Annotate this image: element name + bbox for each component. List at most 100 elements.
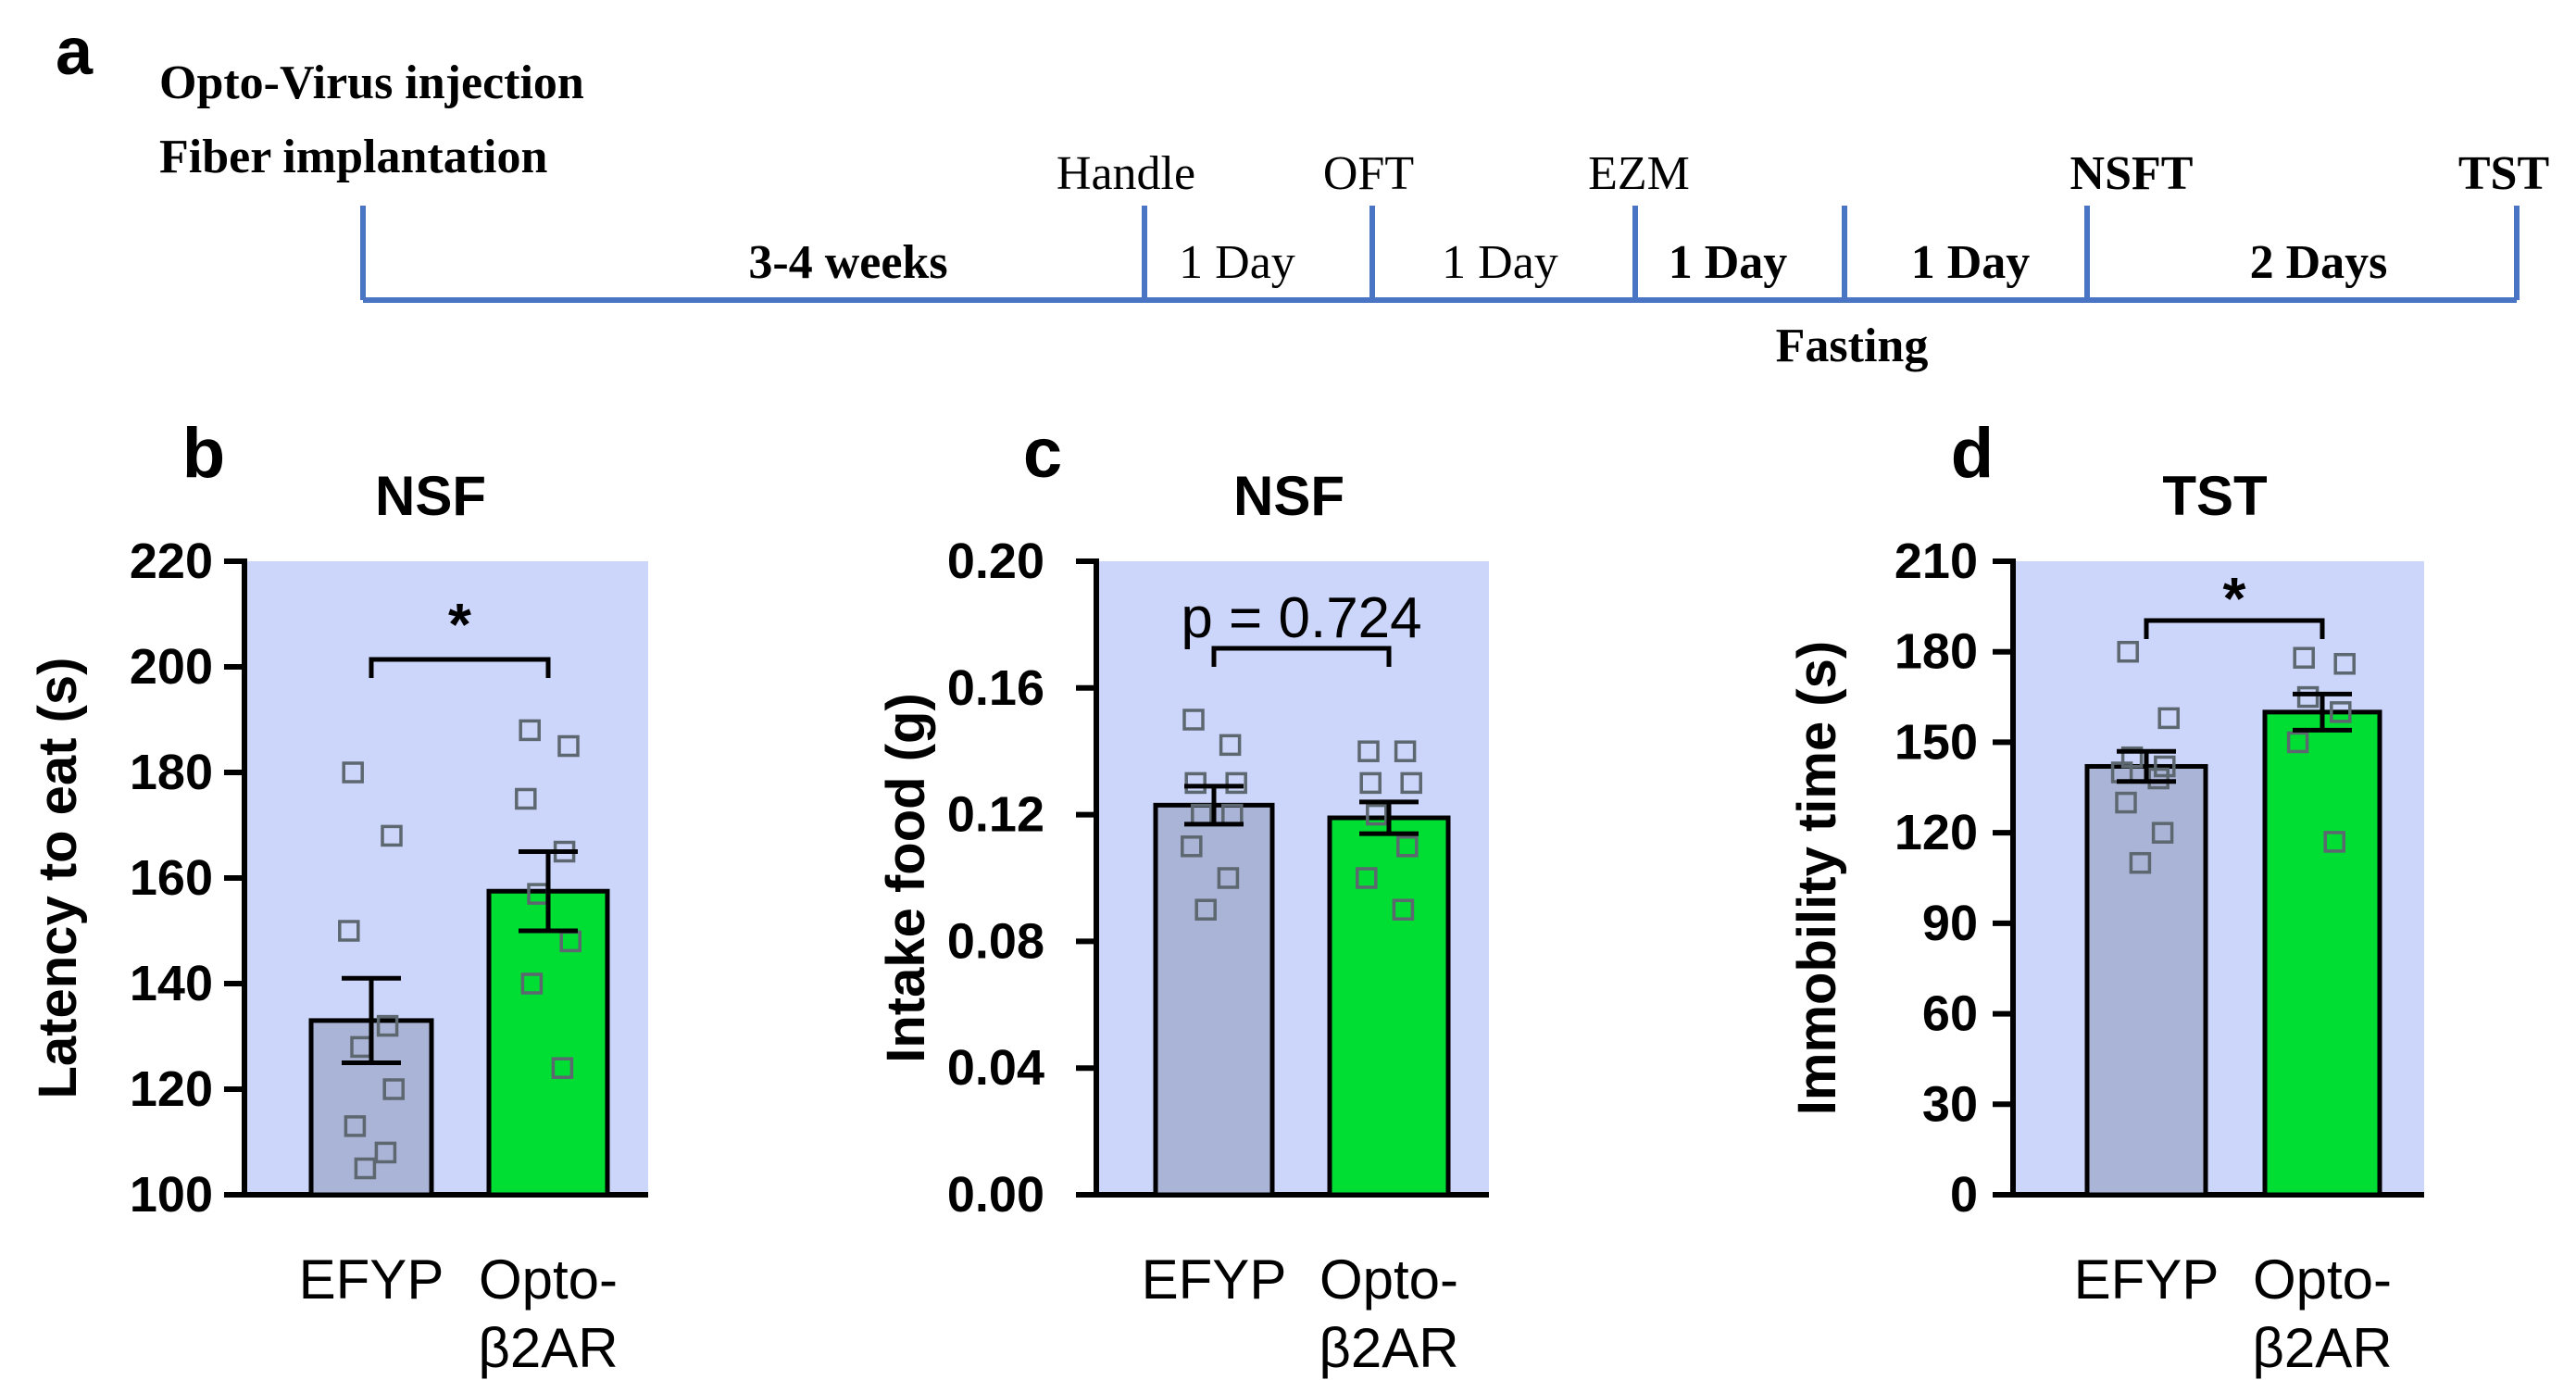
x-tick-label-line2: β2AR [1319, 1317, 1458, 1379]
y-tick-label: 100 [130, 1167, 213, 1223]
timeline-event-label: OFT [1323, 147, 1414, 200]
data-point [2129, 851, 2152, 874]
data-point [2154, 755, 2176, 778]
y-tick-label: 160 [130, 850, 213, 906]
significance-annotation: * [448, 591, 471, 658]
panel-b-chart: b NSF 100 120 140 160 180 200 220 Latency to eat … [28, 414, 648, 1379]
y-tick-label: 0.04 [947, 1040, 1044, 1096]
x-tick-label: Opto- [1319, 1248, 1458, 1311]
data-point [374, 1141, 397, 1164]
y-tick-label: 0.20 [947, 533, 1044, 589]
data-point [2333, 652, 2356, 675]
data-point [2330, 701, 2352, 723]
y-tick-label: 0.12 [947, 787, 1044, 843]
data-point [2296, 685, 2320, 709]
y-tick-label: 210 [1894, 533, 1978, 589]
data-point [2115, 791, 2137, 814]
bar-opto-b2ar [486, 888, 610, 1198]
data-point [376, 1014, 399, 1037]
data-point [1396, 835, 1419, 858]
timeline-event-label: TST [2458, 147, 2549, 200]
data-point [551, 1057, 574, 1079]
data-point [342, 761, 364, 784]
data-point [1357, 740, 1380, 762]
data-point [1219, 734, 1242, 757]
significance-annotation: * [2223, 565, 2246, 632]
y-tick-label: 120 [130, 1061, 213, 1117]
timeline-interval-label: 1 Day [1179, 236, 1295, 289]
panel-label-a: a [56, 15, 94, 89]
x-tick-label: EFYP [1142, 1248, 1287, 1311]
timeline-panel: a Opto-Virus injection Fiber implantatio… [56, 15, 2549, 372]
bar-efyp [2084, 763, 2208, 1198]
x-tick-label: Opto- [479, 1248, 618, 1311]
x-tick-label-line2: β2AR [478, 1317, 618, 1379]
data-point [1225, 772, 1247, 795]
data-point [515, 787, 537, 810]
fasting-label: Fasting [1776, 320, 1929, 372]
data-point [2157, 707, 2180, 730]
data-point [519, 719, 541, 742]
data-point [1181, 835, 1203, 858]
surgery-label-line1: Opto-Virus injection [159, 56, 584, 109]
data-point [2117, 640, 2139, 663]
y-tick-label: 60 [1922, 986, 1978, 1042]
surgery-label-line2: Fiber implantation [159, 131, 547, 183]
x-tick-label: EFYP [2074, 1248, 2220, 1311]
bar-opto-b2ar [1327, 815, 1451, 1198]
data-point [2286, 731, 2309, 754]
x-tick-label: EFYP [299, 1248, 444, 1311]
timeline-interval-label: 1 Day [1669, 236, 1788, 289]
data-point [2323, 831, 2345, 853]
data-point [1400, 772, 1422, 795]
y-tick-label: 0.08 [947, 913, 1044, 969]
bar-efyp [1153, 802, 1275, 1198]
x-tick-label: Opto- [2253, 1248, 2392, 1311]
y-tick-label: 220 [130, 533, 213, 589]
data-point [1182, 709, 1205, 731]
data-point [1217, 867, 1240, 889]
y-axis-label: Latency to eat (s) [28, 658, 88, 1099]
data-point [344, 1115, 367, 1137]
data-point [1184, 772, 1207, 795]
chart-title: TST [2162, 465, 2267, 527]
data-point [1394, 740, 1417, 762]
timeline-intervals: 3-4 weeks 1 Day 1 Day 1 Day 1 Day 2 Days [748, 236, 2387, 289]
y-tick-label: 120 [1894, 805, 1978, 860]
data-point [2293, 646, 2315, 669]
y-tick-label: 0 [1950, 1167, 1978, 1223]
timeline-interval-label: 2 Days [2250, 236, 2388, 289]
y-tick-label: 150 [1894, 714, 1978, 770]
panel-d-chart: d TST 0 30 60 90 120 150 180 210 Immobility time (… [1787, 414, 2424, 1379]
timeline-interval-label: 1 Day [1442, 236, 1558, 289]
y-tick-label: 30 [1922, 1076, 1978, 1132]
y-tick-label: 140 [130, 956, 213, 1011]
data-point [1366, 803, 1388, 826]
y-tick-label: 0.00 [947, 1167, 1044, 1223]
significance-bracket [2144, 618, 2325, 639]
timeline-event-label: EZM [1588, 147, 1690, 200]
y-tick-label: 0.16 [947, 660, 1044, 716]
significance-annotation: p = 0.724 [1181, 586, 1421, 650]
y-tick-label: 180 [130, 745, 213, 800]
bar-opto-b2ar [2262, 709, 2382, 1198]
data-point [382, 1078, 405, 1100]
y-tick-label: 200 [130, 639, 213, 695]
data-point [2151, 822, 2174, 844]
data-point [520, 972, 544, 995]
data-point [338, 920, 360, 942]
data-point [1194, 898, 1217, 921]
data-point [1359, 772, 1382, 795]
x-tick-label-line2: β2AR [2252, 1317, 2392, 1379]
timeline-interval-label: 1 Day [1911, 236, 2031, 289]
significance-bracket [1211, 646, 1392, 667]
data-point [354, 1157, 377, 1180]
y-tick-label: 180 [1894, 624, 1978, 680]
chart-title: NSF [375, 465, 486, 527]
panel-label: d [1951, 414, 1994, 493]
chart-title: NSF [1233, 465, 1344, 527]
panel-label: c [1023, 414, 1062, 493]
timeline-interval-label: 3-4 weeks [748, 236, 947, 289]
y-axis-label: Intake food (g) [876, 693, 936, 1063]
